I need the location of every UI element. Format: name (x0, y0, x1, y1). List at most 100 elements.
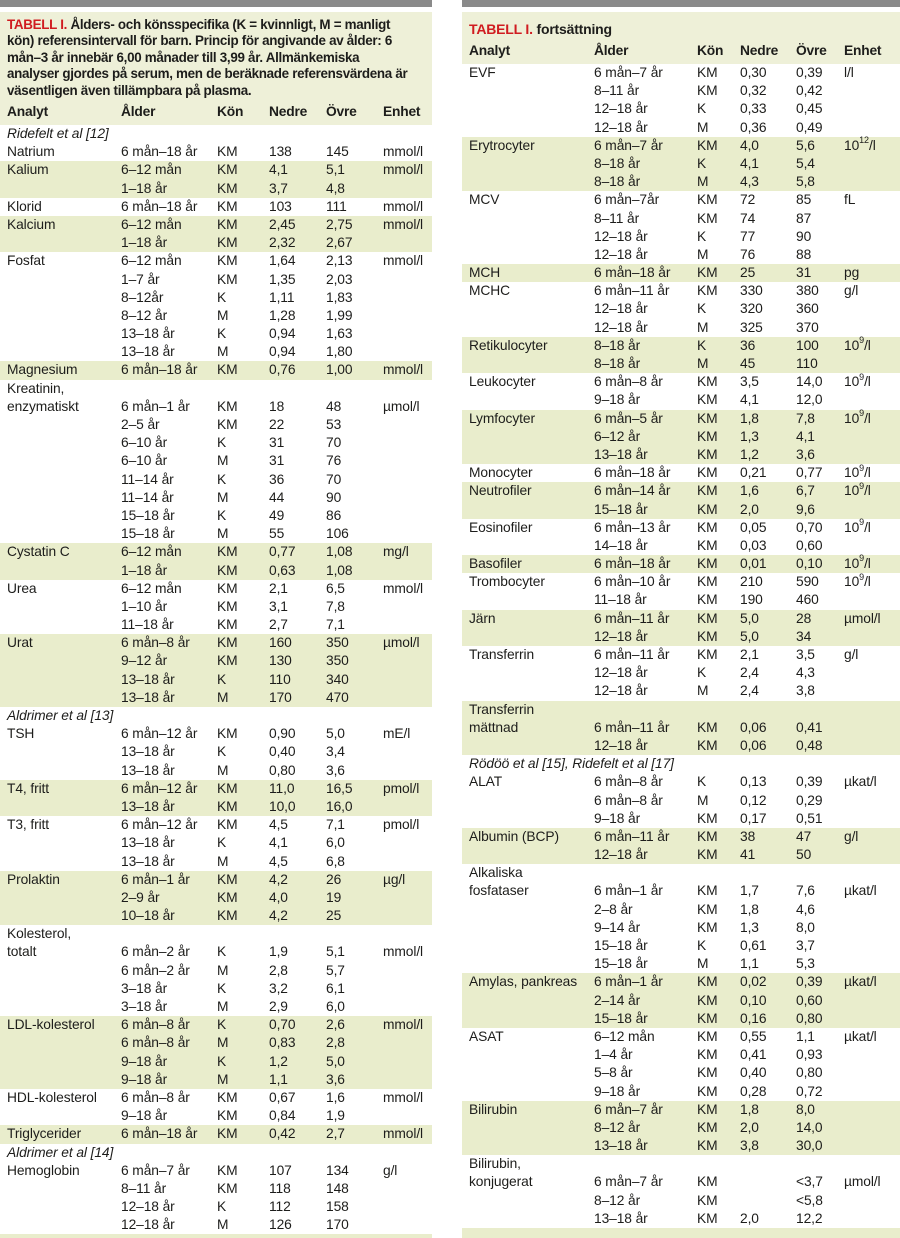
table-row: Basofiler 6 mån–18 år KM 0,01 0,10 109/l (462, 553, 900, 574)
cell-nedre: 31 (269, 453, 285, 469)
cell-alder: 6 mån–8 år (594, 792, 663, 808)
cell-kon: K (697, 101, 707, 117)
cell-ovre: 0,70 (796, 519, 823, 535)
cell-alder: 14–18 år (594, 537, 648, 553)
cell-ovre: 0,39 (796, 774, 823, 790)
cell-enhet (383, 980, 432, 998)
cell-ovre: 47 (796, 828, 812, 844)
cell-kon: KM (697, 265, 718, 281)
cell-enhet: pmol/l (383, 817, 420, 833)
cell-enhet (844, 501, 900, 519)
cell-enhet: µmol/l (844, 610, 881, 626)
cell-kon: KM (697, 210, 718, 226)
cell-enhet: g/l (844, 283, 859, 299)
cell-kon: K (217, 435, 227, 451)
cell-ovre: 6,0 (326, 999, 345, 1015)
cell-alder: 6 mån–13 år (594, 519, 671, 535)
source-section-label: Rödöö et al [15], Ridefelt et al [17] (469, 756, 674, 772)
cell-kon: K (217, 1017, 227, 1033)
cell-analyt (7, 452, 121, 470)
table-row: Triglycerider 6 mån–18 år KM 0,42 2,7 mmol/l (0, 1125, 432, 1144)
table-row: Lymfocyter 6 mån–5 år KM 1,8 7,8 109/l (462, 408, 900, 428)
cell-analyt (469, 537, 594, 555)
cell-nedre: 1,8 (740, 901, 759, 917)
cell-nedre: 2,0 (740, 501, 759, 517)
column-header-alder: Ålder (594, 43, 629, 58)
cell-analyt (7, 998, 121, 1016)
cell-enhet (383, 434, 432, 452)
cell-kon: KM (697, 537, 718, 553)
table-row: totalt 6 mån–2 år K 1,9 5,1 mmol/l (0, 943, 432, 961)
cell-enhet: 109/l (844, 553, 871, 572)
cell-kon: KM (697, 1192, 718, 1208)
cell-alder: 6 mån–18 år (121, 362, 198, 378)
cell-alder: 8–12 år (121, 307, 168, 323)
cell-kon: M (697, 792, 709, 808)
cell-enhet (383, 234, 432, 252)
cell-enhet (383, 271, 432, 289)
cell-alder: 2–5 år (121, 417, 160, 433)
cell-enhet (844, 428, 900, 446)
table-row: 11–14 år K 36 70 (0, 471, 432, 489)
cell-enhet (844, 846, 900, 864)
table-row: HDL-kolesterol 6 mån–8 år KM 0,67 1,6 mmol/l (0, 1089, 432, 1107)
cell-analyt: EVF (469, 65, 496, 80)
cell-analyt: LDL-kolesterol (7, 1017, 95, 1033)
cell-nedre: 2,4 (740, 683, 759, 699)
cell-kon: KM (217, 617, 238, 633)
cell-analyt (469, 1137, 594, 1155)
cell-analyt: Transferrin (469, 647, 535, 662)
cell-ovre: 50 (796, 847, 812, 863)
cell-nedre: 1,7 (740, 883, 759, 899)
cell-ovre: 360 (796, 301, 819, 317)
cell-alder: 3–18 år (121, 999, 168, 1015)
cell-nedre: 4,2 (269, 908, 288, 924)
cell-ovre: 48 (326, 398, 342, 414)
cell-enhet: µmol/l (844, 1174, 881, 1190)
cell-ovre: 8,0 (796, 1101, 815, 1117)
cell-analyt: Magnesium (7, 362, 78, 378)
cell-enhet: mmol/l (383, 162, 424, 178)
cell-enhet (844, 1192, 900, 1210)
cell-alder: 12–18 år (594, 683, 648, 699)
cell-nedre: 3,5 (740, 374, 759, 390)
cell-ovre: <5,8 (796, 1192, 823, 1208)
cell-analyt (7, 289, 121, 307)
cell-enhet (383, 1071, 432, 1089)
cell-analyt (7, 434, 121, 452)
cell-nedre: 1,3 (740, 428, 759, 444)
cell-analyt (7, 1216, 121, 1234)
table-row: 12–18 år M 126 170 (0, 1216, 432, 1234)
cell-analyt (469, 319, 594, 337)
cell-ovre: 9,6 (796, 501, 815, 517)
cell-enhet (844, 355, 900, 373)
cell-alder: 8–18 år (594, 337, 641, 353)
cell-analyt (7, 307, 121, 325)
cell-enhet (844, 537, 900, 555)
cell-ovre: 2,6 (326, 1017, 345, 1033)
cell-enhet: l/l (844, 65, 854, 80)
source-section-row: Aldrimer et al [13] (0, 707, 432, 725)
cell-analyt: MCH (469, 265, 501, 281)
cell-kon: M (697, 956, 709, 972)
cell-ovre: 16,0 (326, 798, 353, 814)
cell-enhet (383, 1216, 432, 1234)
cell-enhet: µmol/l (383, 635, 420, 651)
source-section-label: Aldrimer et al [14] (7, 1144, 114, 1160)
table-title: TABELL I. Ålders- och könsspecifika (K =… (7, 17, 428, 33)
cell-alder: 1–18 år (121, 562, 168, 578)
cell-enhet (844, 1119, 900, 1137)
cell-nedre: 0,90 (269, 726, 296, 742)
cell-ovre: 0,39 (796, 65, 823, 80)
cell-ovre: 380 (796, 283, 819, 299)
cell-analyt (469, 82, 594, 100)
cell-analyt: Basofiler (469, 556, 522, 572)
table-row: 1–4 år KM 0,41 0,93 (462, 1046, 900, 1064)
table-row: 1–10 år KM 3,1 7,8 (0, 598, 432, 616)
cell-alder: 11–18 år (594, 592, 647, 608)
cell-analyt (7, 889, 121, 907)
cell-ovre: 5,0 (326, 726, 345, 742)
cell-alder: 12–18 år (594, 119, 648, 135)
cell-ovre: 1,9 (326, 1108, 345, 1124)
cell-kon: M (697, 174, 709, 190)
